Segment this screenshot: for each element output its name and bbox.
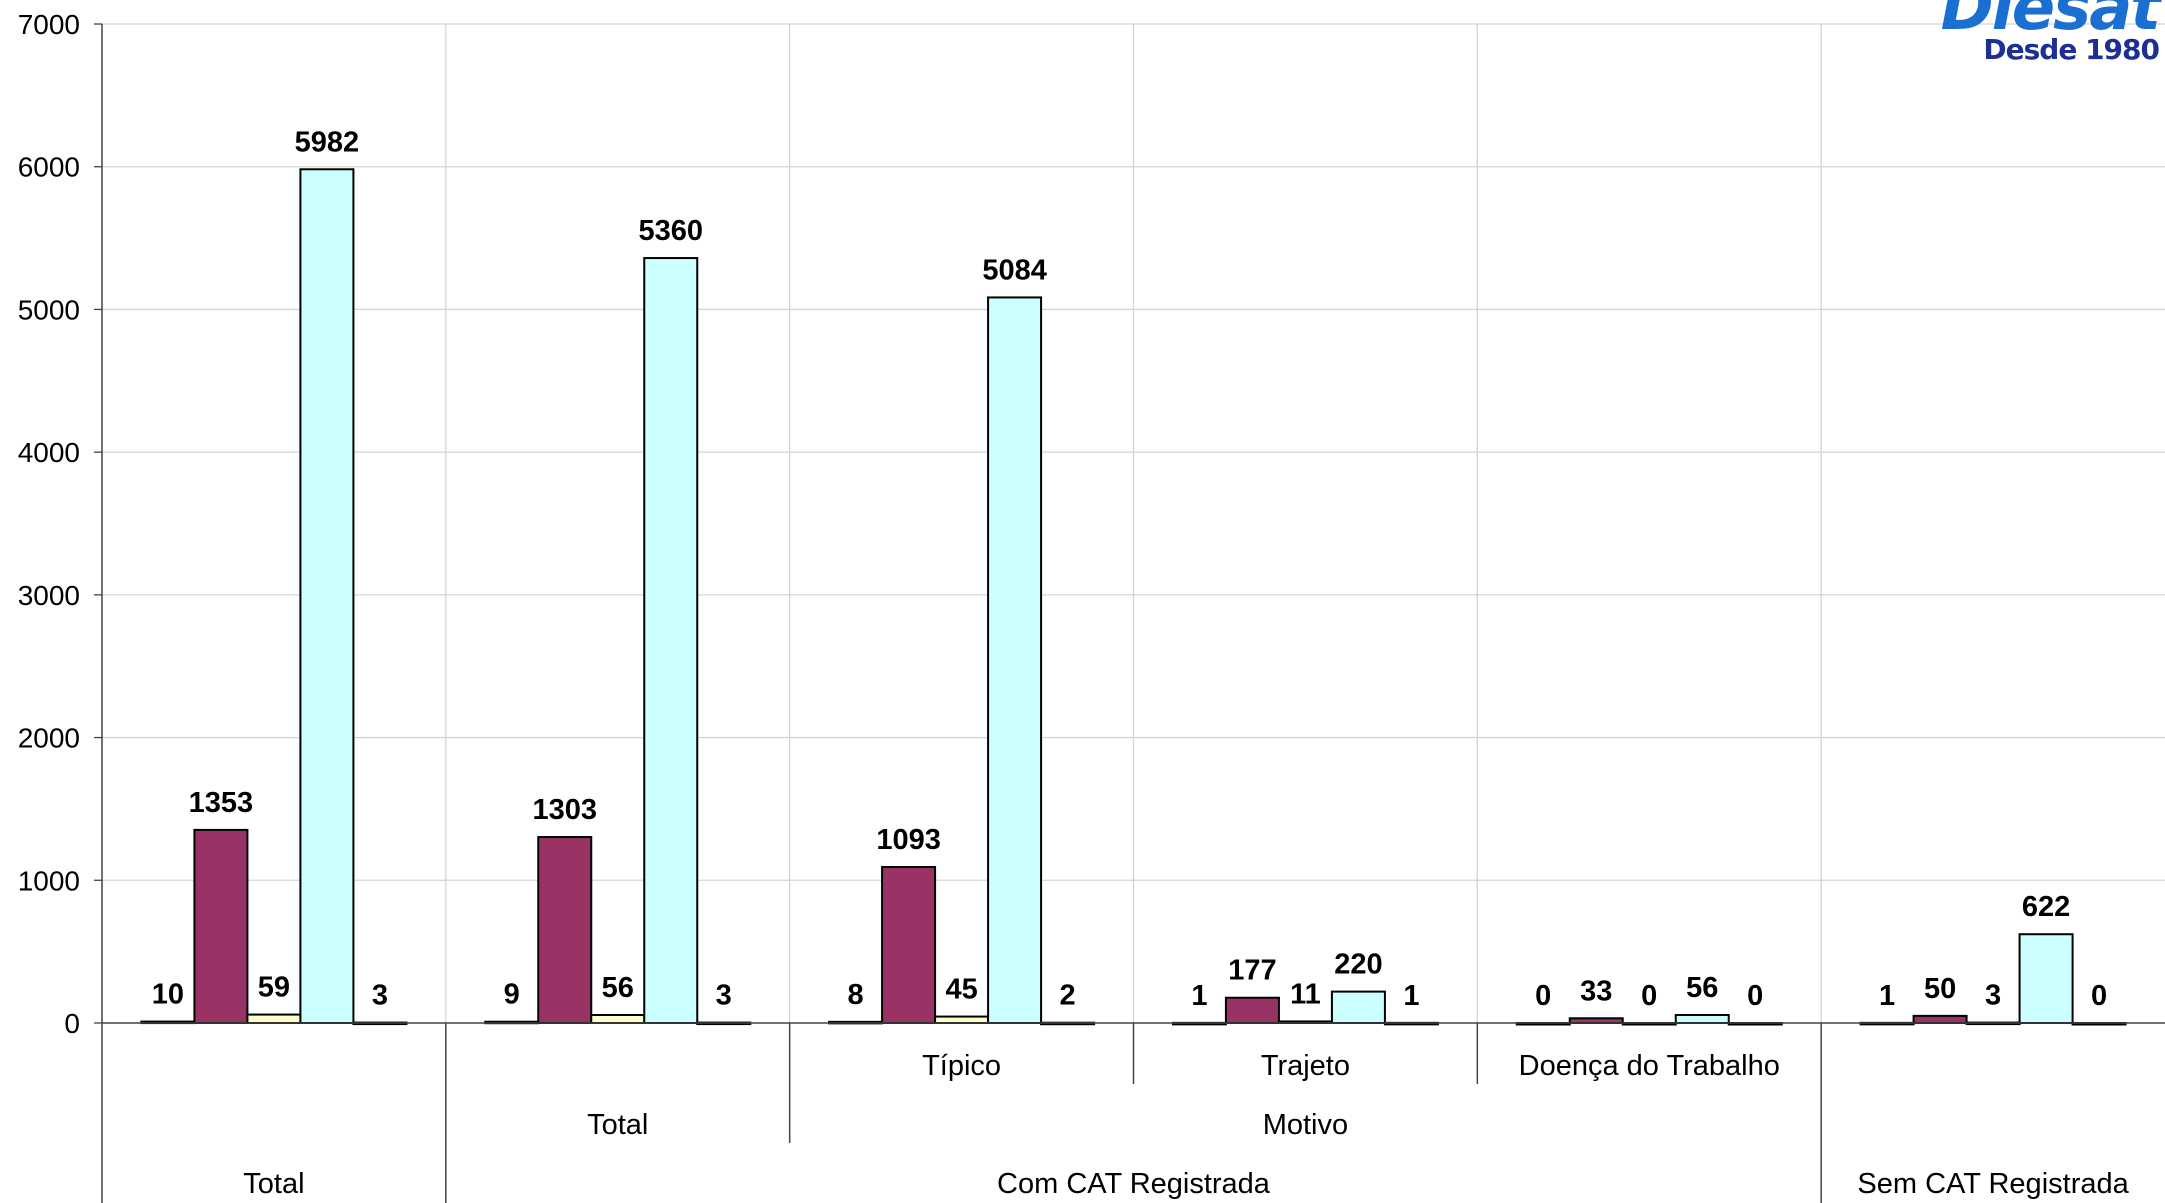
data-label: 5084 xyxy=(982,254,1047,286)
data-label: 56 xyxy=(1686,972,1718,1004)
y-tick-label: 4000 xyxy=(18,437,80,468)
data-label: 59 xyxy=(258,972,290,1004)
bar xyxy=(881,866,937,1025)
data-label: 33 xyxy=(1580,975,1612,1007)
bar xyxy=(246,1013,302,1024)
logo-subtitle: Desde 1980 xyxy=(1983,33,2160,66)
y-tick-label: 0 xyxy=(64,1008,80,1039)
y-tick-label: 2000 xyxy=(18,723,80,754)
data-label: 3 xyxy=(716,980,732,1012)
data-label: 1 xyxy=(1879,980,1895,1012)
y-tick-label: 3000 xyxy=(18,580,80,611)
x-category-label: Total xyxy=(587,1109,648,1141)
bar xyxy=(934,1015,990,1025)
bar xyxy=(590,1014,646,1024)
bar xyxy=(1912,1014,1968,1024)
bar xyxy=(2018,933,2074,1024)
bar xyxy=(1224,996,1280,1024)
y-tick-label: 5000 xyxy=(18,294,80,325)
bars xyxy=(140,168,2127,1026)
x-category-label: Trajeto xyxy=(1261,1050,1350,1082)
bar xyxy=(537,836,593,1024)
data-label: 177 xyxy=(1228,955,1276,987)
bar xyxy=(193,828,249,1025)
data-label: 5982 xyxy=(295,126,360,158)
gridlines xyxy=(102,23,2165,1023)
x-category-label: Com CAT Registrada xyxy=(997,1168,1271,1200)
bar xyxy=(299,168,355,1024)
brand-logo: Diesat Desde 1980 xyxy=(1940,0,2161,66)
data-label: 3 xyxy=(1985,980,2001,1012)
data-label: 1 xyxy=(1403,980,1419,1012)
data-label: 0 xyxy=(1535,980,1551,1012)
data-label: 5360 xyxy=(638,215,703,247)
data-label: 220 xyxy=(1334,949,1382,981)
data-label: 8 xyxy=(848,979,864,1011)
data-label: 50 xyxy=(1924,973,1956,1005)
data-label: 0 xyxy=(1641,980,1657,1012)
x-category-label: Doença do Trabalho xyxy=(1519,1050,1780,1082)
data-label: 1353 xyxy=(189,787,254,819)
data-label: 0 xyxy=(1747,980,1763,1012)
bar xyxy=(1330,990,1386,1024)
bar xyxy=(987,296,1043,1025)
x-category-label: Motivo xyxy=(1263,1109,1348,1141)
data-label: 9 xyxy=(504,979,520,1011)
x-category-label: Típico xyxy=(922,1050,1001,1082)
data-label: 1303 xyxy=(532,794,597,826)
data-label: 10 xyxy=(152,979,184,1011)
y-tick-label: 1000 xyxy=(18,865,80,896)
data-label: 1 xyxy=(1191,980,1207,1012)
logo-wordmark: Diesat xyxy=(1940,0,2161,45)
data-label: 45 xyxy=(945,974,977,1006)
data-label: 3 xyxy=(372,980,388,1012)
data-label: 1093 xyxy=(876,824,941,856)
data-label: 2 xyxy=(1060,980,1076,1012)
data-label: 11 xyxy=(1290,978,1321,1010)
x-category-label: Sem CAT Registrada xyxy=(1857,1168,2129,1200)
y-tick-label: 7000 xyxy=(18,9,80,40)
y-tick-label: 6000 xyxy=(18,152,80,183)
bar xyxy=(643,257,699,1024)
x-category-label: Total xyxy=(243,1168,304,1200)
data-label: 622 xyxy=(2022,891,2070,923)
bar xyxy=(1674,1014,1730,1024)
data-label: 0 xyxy=(2091,980,2107,1012)
data-label: 56 xyxy=(602,972,634,1004)
